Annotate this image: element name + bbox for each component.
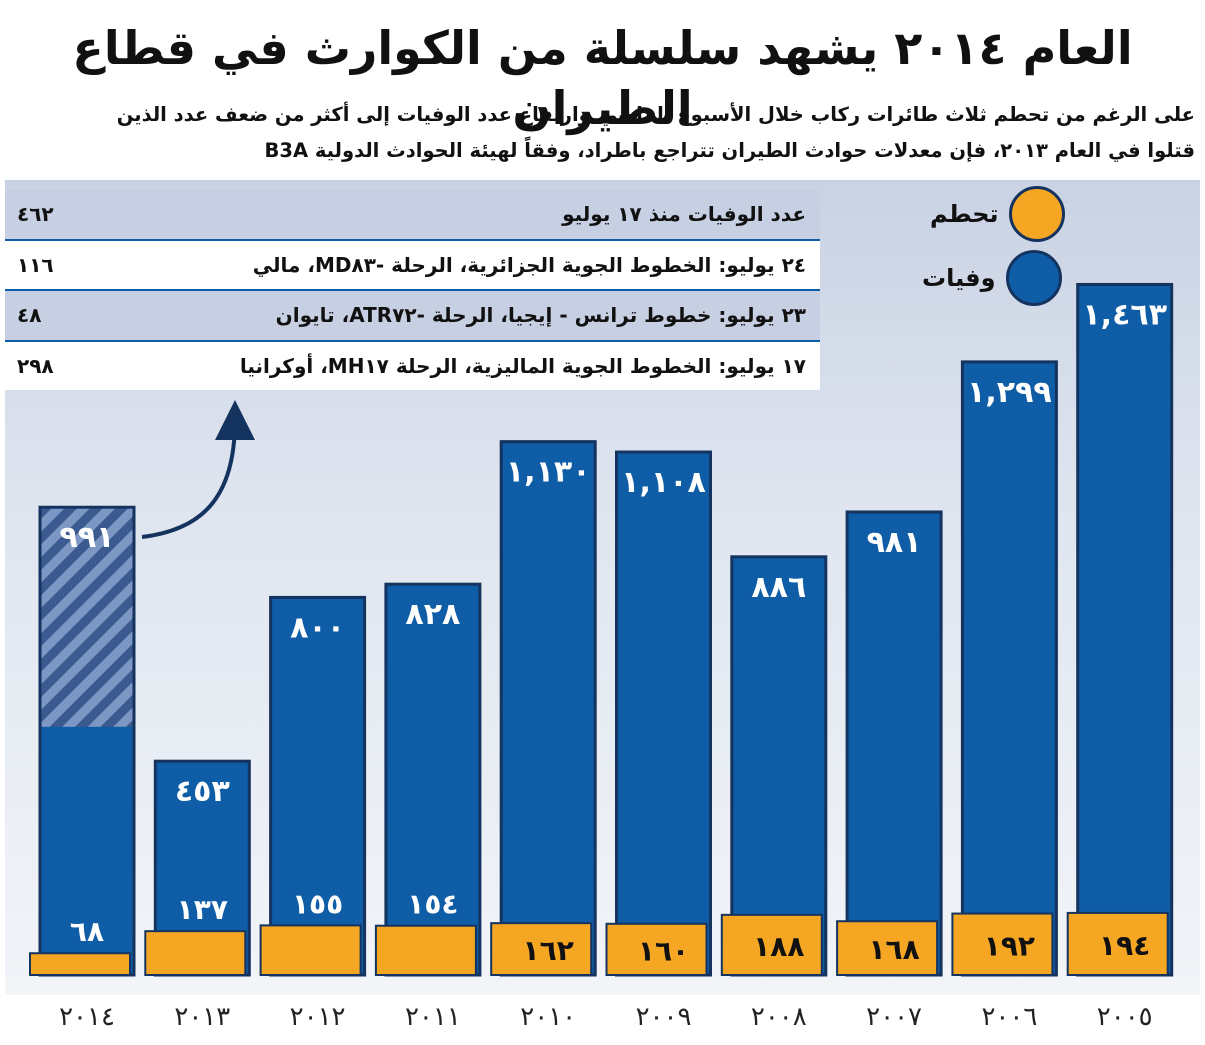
table-row: ٢٣ يوليو: خطوط ترانس - إيجيا، الرحلة -AT… <box>5 291 820 342</box>
row-value: ١١٦ <box>17 252 54 277</box>
x-tick-label: ٢٠١٤ <box>59 1002 115 1032</box>
x-tick-label: ٢٠٠٦ <box>981 1002 1037 1032</box>
incidents-table: عدد الوفيات منذ ١٧ يوليو ٤٦٢ ٢٤ يوليو: ا… <box>5 190 820 390</box>
x-tick-label: ٢٠١١ <box>405 1002 461 1032</box>
deaths-bar <box>1076 282 1174 977</box>
deaths-data-label: ٨٠٠ <box>290 610 345 645</box>
crash-bar <box>259 924 362 977</box>
x-tick-label: ٢٠١٣ <box>174 1002 230 1032</box>
crash-data-label: ١٨٨ <box>753 930 804 963</box>
deaths-bar <box>730 555 828 977</box>
deaths-bar <box>269 595 367 977</box>
row-label: ٢٣ يوليو: خطوط ترانس - إيجيا، الرحلة -AT… <box>275 303 806 328</box>
deaths-data-label: ٨٢٨ <box>405 597 460 632</box>
legend-swatch-crash <box>1008 186 1065 242</box>
crash-bar <box>605 922 708 976</box>
table-row: ١٧ يوليو: الخطوط الجوية الماليزية، الرحل… <box>5 341 820 390</box>
crash-data-label: ١٩٢ <box>984 929 1035 962</box>
subtitle-line-2: قتلوا في العام ٢٠١٣، فإن معدلات حوادث ال… <box>264 139 1195 162</box>
x-tick-label: ٢٠٠٨ <box>751 1002 807 1032</box>
deaths-data-label: ١,٢٩٩ <box>967 375 1052 410</box>
crash-bar <box>720 913 823 977</box>
x-tick-label: ٢٠١٠ <box>520 1002 576 1032</box>
x-tick-label: ٢٠٠٩ <box>636 1002 692 1032</box>
x-tick-label: ٢٠٠٧ <box>866 1002 922 1032</box>
crash-data-label: ١٦٨ <box>868 933 919 966</box>
legend-label-crash: تحطم <box>930 200 999 228</box>
crash-data-label: ١٦٢ <box>523 934 574 967</box>
deaths-data-label: ٩٨١ <box>867 525 922 560</box>
deaths-data-label: ٩٩١ <box>60 520 115 555</box>
row-value: ٤٦٢ <box>17 202 54 227</box>
legend-label-deaths: وفيات <box>922 264 996 292</box>
x-tick-label: ٢٠٠٥ <box>1097 1002 1153 1032</box>
row-value: ٢٩٨ <box>17 353 54 378</box>
crash-bar <box>144 930 247 976</box>
deaths-bar <box>960 360 1058 977</box>
bars-layer: ٩٩١ ٦٨ ٢٠١٤ ٤٥٣ ١٣٧ ٢٠١٣ ٨٠٠ ١٥٥ ٢٠١٢ ٨٢٨ ١٥٤ ٢٠١١ ١… <box>29 282 1174 1032</box>
crash-bar <box>951 912 1054 976</box>
crash-bar <box>1066 911 1169 976</box>
deaths-data-label: ١,١٣٠ <box>506 455 591 490</box>
deaths-data-label: ٤٥٣ <box>175 774 230 809</box>
page-title: العام ٢٠١٤ يشهد سلسلة من الكوارث في قطاع… <box>72 21 1133 135</box>
x-tick-label: ٢٠١٢ <box>290 1002 346 1032</box>
table-row-total: عدد الوفيات منذ ١٧ يوليو ٤٦٢ <box>5 190 820 241</box>
crash-data-label: ٦٨ <box>70 915 104 948</box>
row-label: ١٧ يوليو: الخطوط الجوية الماليزية، الرحل… <box>239 353 806 378</box>
deaths-bar-highlight <box>41 508 133 727</box>
deaths-bar <box>499 440 597 977</box>
legend-item-crash: تحطم <box>930 186 1065 242</box>
crash-data-label: ١٥٥ <box>292 887 343 920</box>
legend-swatch-deaths <box>1005 250 1062 306</box>
crash-data-label: ١٣٧ <box>177 893 228 926</box>
crash-data-label: ١٩٤ <box>1099 929 1150 962</box>
table-row: ٢٤ يوليو: الخطوط الجوية الجزائرية، الرحل… <box>5 240 820 291</box>
crash-bar <box>490 922 593 976</box>
row-label: ٢٤ يوليو: الخطوط الجوية الجزائرية، الرحل… <box>252 252 806 277</box>
crash-data-label: ١٥٤ <box>407 888 458 921</box>
legend-item-deaths: وفيات <box>922 250 1062 306</box>
deaths-data-label: ١,١٠٨ <box>621 465 706 500</box>
row-label: عدد الوفيات منذ ١٧ يوليو <box>562 202 806 227</box>
crash-bar <box>374 924 477 976</box>
crash-bar <box>836 920 939 976</box>
deaths-bar <box>615 450 712 977</box>
deaths-data-label: ١,٤٦٣ <box>1082 297 1167 332</box>
deaths-bar <box>384 582 482 977</box>
deaths-bar <box>845 510 943 977</box>
crash-bar <box>29 952 131 976</box>
subtitle-line-1: على الرغم من تحطم ثلاث طائرات ركاب خلال … <box>116 103 1195 126</box>
deaths-data-label: ٨٨٦ <box>751 570 806 605</box>
arrow-icon <box>141 400 255 539</box>
row-value: ٤٨ <box>17 303 42 328</box>
crash-data-label: ١٦٠ <box>638 934 689 967</box>
